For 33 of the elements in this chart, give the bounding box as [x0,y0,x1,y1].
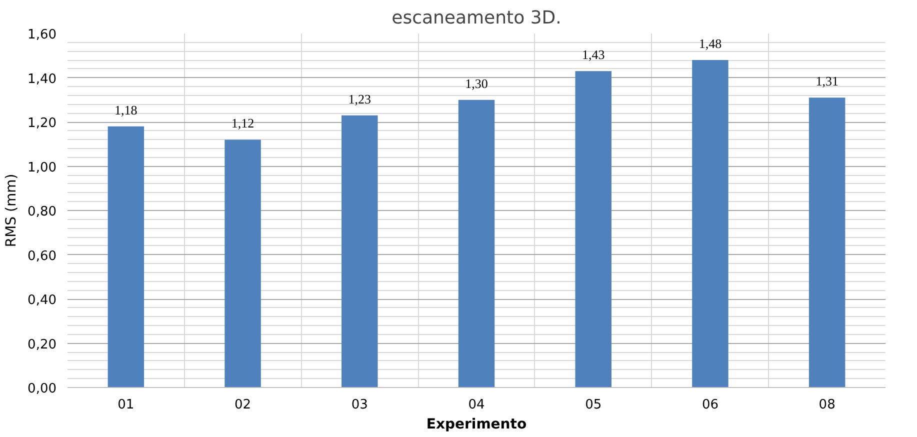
data-label: 1,12 [231,116,254,131]
data-label: 1,30 [465,76,488,91]
data-label: 1,23 [348,91,372,106]
bar [692,60,728,388]
y-tick-label: 0,80 [28,204,57,220]
bar [342,115,378,388]
y-tick-label: 1,20 [28,116,57,131]
y-axis-title: RMS (mm) [4,174,20,248]
y-tick-label: 0,00 [28,382,57,396]
bar [458,100,495,388]
x-tick-label: 01 [118,398,134,412]
bar [808,98,846,388]
chart-title: escaneamento 3D. [392,8,562,28]
x-tick-label: 06 [702,398,718,412]
data-label: 1,43 [582,47,605,62]
y-tick-label: 0,60 [28,248,57,264]
bar [224,140,261,388]
y-tick-label: 1,00 [28,160,57,176]
x-tick-label: 04 [468,398,485,412]
x-tick-label: 03 [351,398,368,412]
x-axis-title: Experimento [426,416,527,432]
bar [575,71,612,388]
y-tick-label: 1,40 [28,72,57,87]
data-label: 1,48 [698,36,722,52]
y-tick-label: 0,20 [28,337,57,352]
bar [108,126,144,388]
x-tick-label: 02 [234,398,252,412]
y-tick-label: 0,40 [28,293,57,308]
y-tick-label: 1,60 [28,28,57,42]
data-label: 1,18 [114,102,138,118]
data-label: 1,31 [816,74,838,89]
x-tick-label: 05 [585,398,602,412]
x-tick-label: 08 [818,398,836,412]
